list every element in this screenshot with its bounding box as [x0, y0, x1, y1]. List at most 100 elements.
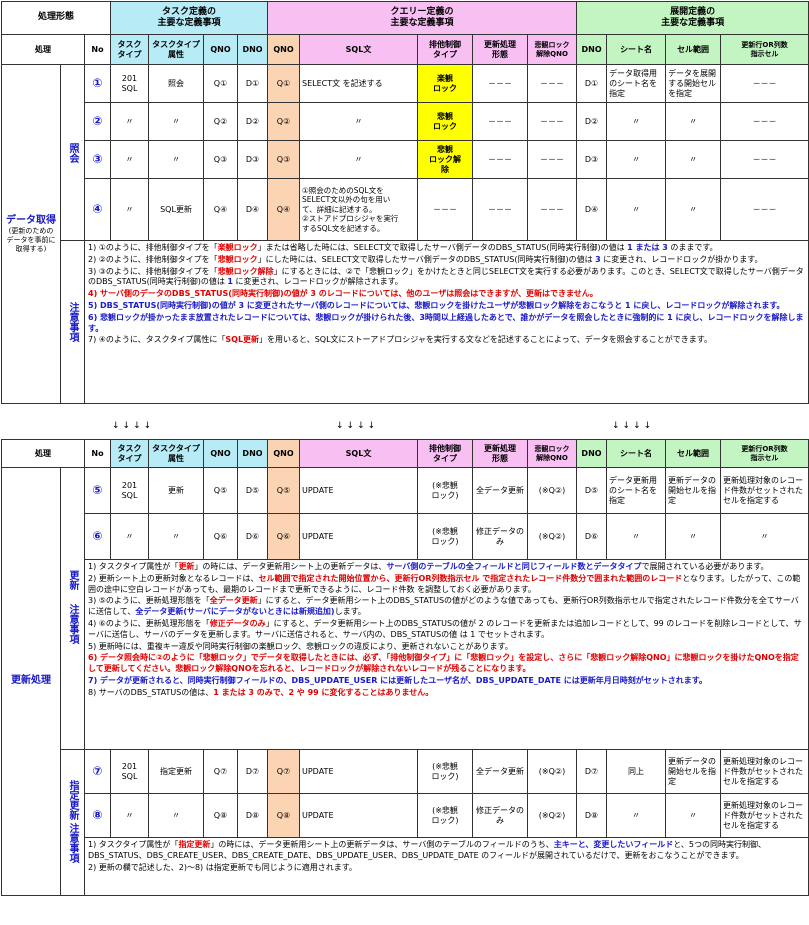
col-upd-cell: 更新行OR列数 指示セル — [720, 34, 809, 65]
row-number: ① — [84, 64, 111, 103]
note-segment: 楽観ロック — [217, 243, 258, 252]
sheet-cell: 〃 — [606, 102, 667, 141]
dev-dno-cell: D⑤ — [576, 467, 607, 514]
col-dno2: DNO — [576, 439, 607, 468]
note-segment: 」にするときには、②で「悲観ロック」をかけたときと同じSELECT文を実行する必… — [88, 266, 804, 287]
proc-label-data-acquisition: データ取得 (更新のための データを事前に 取得する) — [1, 64, 61, 404]
col-sheet: シート名 — [606, 34, 667, 65]
upd-cell-cell: 〃 — [720, 513, 809, 560]
qno-cell: Q① — [203, 64, 238, 103]
row-number: ⑦ — [84, 749, 111, 794]
sql-cell: UPDATE — [299, 793, 418, 838]
upd-cell-cell: －－－ — [720, 178, 809, 241]
col-sql: SQL文 — [299, 439, 418, 468]
task-def-header: タスク定義の 主要な定義事項 — [109, 1, 269, 35]
note-segment: 」または省略した時には、SELECT文で取得したサーバ側データのDBS_STAT… — [257, 243, 628, 252]
note-item: 4) サーバ側のデータのDBS_STATUS(同時実行制御)の値が 3 のレコー… — [88, 289, 598, 299]
sheet-cell: 〃 — [606, 178, 667, 241]
range-cell: データを展開する開始セルを指定 — [665, 64, 722, 103]
col-proc: 処理 — [1, 34, 85, 65]
range-cell: 〃 — [665, 513, 721, 560]
sql-cell: 〃 — [299, 140, 419, 179]
upd-form-cell: 修正データの み — [472, 513, 528, 560]
dno-cell: D⑧ — [237, 793, 268, 838]
note-segment: に変更され、レコードロックが掛かります。 — [600, 254, 763, 264]
dno-cell: D③ — [236, 140, 269, 179]
upd-cell-cell: －－－ — [720, 64, 809, 103]
table-row: 指定更新 注意事項 ⑦ 201 SQL 指定更新 Q⑦ D⑦ Q⑦ UPDATE … — [2, 749, 809, 896]
sub-label-specified-update: 指定更新 注意事項 — [60, 749, 85, 896]
note-segment: SQL更新 — [225, 335, 260, 345]
note-segment: 」にすると、データ更新用シート上のDBS_STATUSの値がどのような値であって… — [88, 596, 799, 617]
upd-form-cell: 修正データの み — [472, 793, 528, 838]
upd-cell-cell: 更新処理対象のレコード件数がセットされたセルを指定する — [720, 467, 809, 514]
note-segment: 」にした時には、SELECT文で取得したサーバ側データのDBS_STATUS(同… — [257, 254, 596, 264]
note-item: 3) ③のように、排他制御タイプを「悲観ロック解除」にするときには、②で「悲観ロ… — [88, 267, 805, 289]
query-qno-cell: Q① — [267, 64, 301, 103]
note-segment: 」にすると、データ更新用シート上のDBS_STATUSの値が 2 のレコードを更… — [88, 618, 802, 639]
note-segment: 全データ更新(サーバにデータがないときには新規追加) — [135, 607, 335, 617]
task-type-cell: 201 SQL — [110, 467, 149, 514]
dev-dno-cell: D① — [576, 64, 608, 103]
col-task-attr: タスクタイプ 属性 — [148, 34, 204, 65]
col-cell-range: セル範囲 — [665, 439, 721, 468]
col-upd-cell: 更新行OR列数 指示セル — [720, 439, 809, 468]
note-segment: セル範囲で指定された開始位置から、更新行OR列数指示セル で指定されたレコード件… — [258, 573, 683, 583]
note-item: 1) ①のように、排他制御タイプを「楽観ロック」または省略した時には、SELEC… — [88, 243, 805, 254]
range-cell: 更新データの開始セルを指定 — [665, 467, 721, 514]
unlock-cell: (※Q②) — [527, 793, 577, 838]
sheet-cell: 同上 — [606, 749, 666, 794]
qno-cell: Q④ — [203, 178, 238, 241]
col-qno2: QNO — [267, 439, 300, 468]
unlock-cell: (※Q②) — [527, 467, 577, 514]
col-dno: DNO — [236, 34, 269, 65]
note-segment: 3) ⑤のように、更新処理形態を「 — [88, 596, 210, 606]
note-segment: します。 — [334, 607, 366, 617]
sub-label-inquiry: 照会 — [60, 64, 85, 241]
flow-arrows: ↓↓↓↓ ↓↓↓↓ ↓↓↓↓ — [0, 421, 809, 435]
task-type-cell: 〃 — [110, 793, 149, 838]
qno-cell: Q② — [203, 102, 238, 141]
note-segment: 2) 更新シート上の更新対象となるレコードは、 — [88, 573, 259, 583]
note-segment: 1 または 3 — [627, 243, 668, 252]
task-type-cell: 〃 — [110, 140, 149, 179]
note-segment: 1) ①のように、排他制御タイプを「 — [88, 243, 218, 252]
query-qno-cell: Q⑤ — [267, 467, 300, 514]
note-segment: 8) サーバのDBS_STATUSの値は、 — [88, 687, 214, 697]
range-cell: 〃 — [665, 178, 722, 241]
note-segment: と、5つの同時実行制御、DBS_STATUS、DBS_CREATE_USER、D… — [88, 840, 767, 860]
table-row: ③ 〃 〃 Q③ D③ Q③ 〃 悲観 ロック解 除 －－－ －－－ D③ 〃 … — [2, 140, 809, 179]
upd-form-cell: －－－ — [472, 64, 529, 103]
upd-form-cell: －－－ — [472, 178, 529, 241]
notes-block-1: 1) ①のように、排他制御タイプを「楽観ロック」または省略した時には、SELEC… — [83, 240, 809, 404]
query-qno-cell: Q③ — [267, 140, 301, 179]
upd-form-cell: 全データ更新 — [472, 467, 528, 514]
arrow-left: ↓↓↓↓ — [112, 421, 155, 431]
sql-cell: UPDATE — [299, 749, 418, 794]
upd-cell-cell: 更新処理対象のレコード件数がセットされたセルを指定する — [720, 793, 809, 838]
col-lock-type: 排他制御 タイプ — [417, 34, 474, 65]
row-number: ⑤ — [84, 467, 111, 514]
qno-cell: Q⑧ — [203, 793, 238, 838]
note-segment: 7) ④のように、タスクタイプ属性に「 — [88, 335, 226, 345]
col-task-attr: タスクタイプ 属性 — [148, 439, 204, 468]
note-item: 6) データ照会時に②のように「悲観ロック」でデータを取得したときには、必ず、「… — [88, 653, 799, 674]
note-segment: に変更され、レコードロックが解除されます。 — [232, 277, 403, 287]
query-qno-cell: Q⑥ — [267, 513, 300, 560]
dno-cell: D⑤ — [237, 467, 268, 514]
note-segment: 2) ②のように、排他制御タイプを「 — [88, 254, 218, 264]
col-task-type: タスク タイプ — [110, 439, 149, 468]
row-number: ④ — [84, 178, 111, 241]
col-no: No — [84, 34, 111, 65]
notes-row: 1) タスクタイプ属性が「更新」の時には、データ更新用シート上の更新データは、サ… — [2, 559, 809, 750]
row-number: ⑧ — [84, 793, 111, 838]
col-qno2: QNO — [267, 34, 301, 65]
note-segment: 2) 更新の欄で記述した、2)～8) は指定更新でも同じように適用されます。 — [88, 862, 357, 872]
table-row: データ取得 (更新のための データを事前に 取得する) 照会 ① 201 SQL … — [1, 64, 809, 404]
table-row: ⑥ 〃 〃 Q⑥ D⑥ Q⑥ UPDATE (※悲観 ロック) 修正データの み… — [2, 513, 809, 560]
col-qno: QNO — [203, 439, 238, 468]
note-segment: 4) ⑥のように、更新処理形態を「 — [88, 618, 210, 628]
note-item: 2) ②のように、排他制御タイプを「悲観ロック」にした時には、SELECT文で取… — [88, 255, 805, 266]
dev-def-header: 展開定義の 主要な定義事項 — [576, 1, 809, 35]
